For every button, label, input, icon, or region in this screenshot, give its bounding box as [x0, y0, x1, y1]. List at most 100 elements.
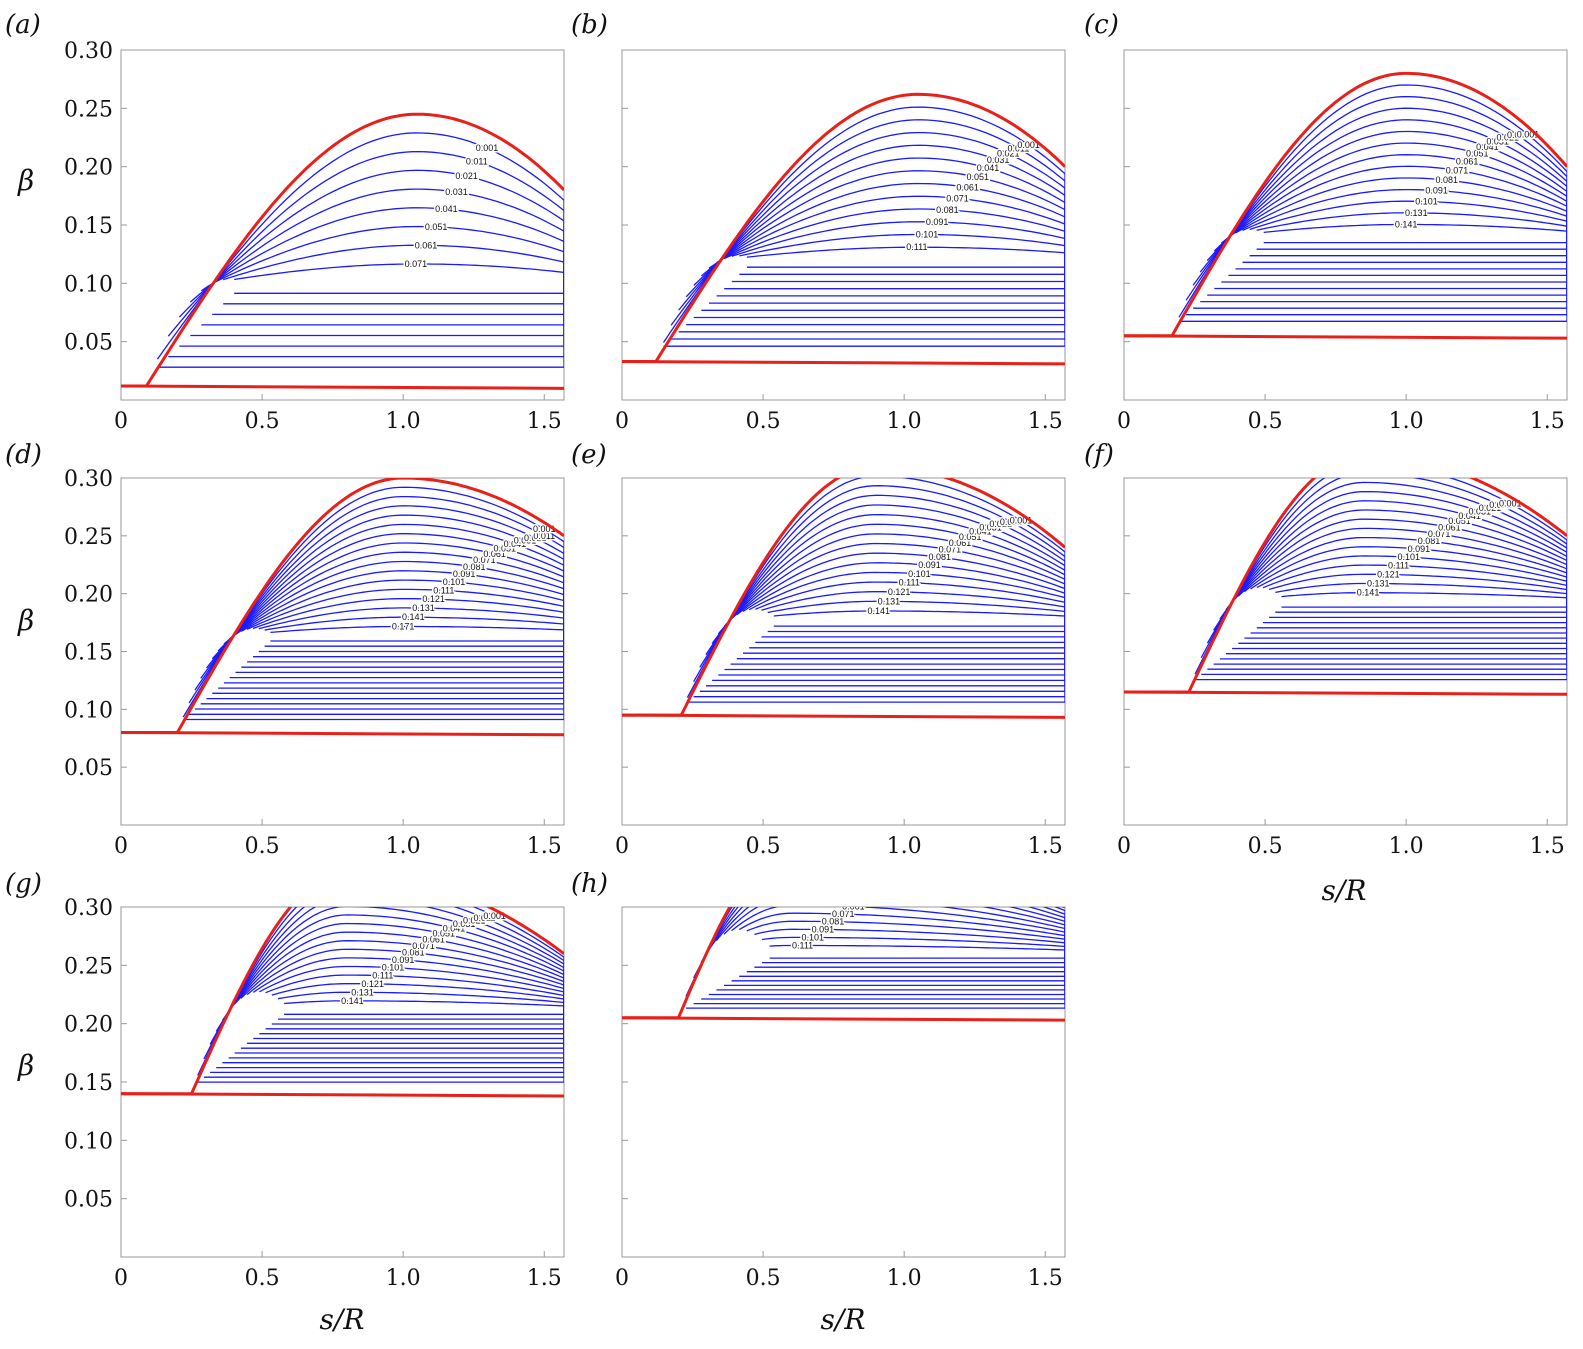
contour-line — [228, 922, 564, 1059]
zero-contour-lower — [1124, 690, 1567, 696]
x-tick-label: 1.5 — [1028, 409, 1063, 434]
zero-contour-upper — [622, 907, 1065, 1020]
contour-line — [1213, 142, 1567, 290]
panel-d: (d) 0 0.5 1.0 1.5 0.30 0.25 0.20 0.15 0.10 0.05 0.1… — [5, 440, 565, 859]
x-tick-label: 1.5 — [1530, 409, 1565, 434]
contour-line — [277, 991, 564, 1020]
contour-level-label: 0.071 — [946, 193, 969, 203]
contour-line — [1249, 200, 1567, 257]
contour-line — [724, 533, 1065, 671]
contour-line — [1243, 536, 1567, 639]
contour-level-label: 0.081 — [936, 205, 959, 215]
y-tick-label: 0.20 — [64, 156, 113, 181]
contour-line — [1206, 481, 1567, 670]
contour-line — [234, 263, 564, 294]
contour-level-label: 0.101 — [908, 569, 931, 579]
contour-line — [1256, 212, 1567, 250]
contour-level-label: 0.031 — [445, 187, 468, 197]
contour-line — [246, 588, 564, 663]
contour-line — [178, 169, 564, 347]
contour-line — [1275, 582, 1567, 613]
contour-level-label: 0.081 — [463, 562, 486, 572]
panel-label: (h) — [571, 869, 608, 899]
contour-line — [200, 514, 564, 705]
contour-line — [736, 552, 1065, 660]
contour-level-label: 0.131 — [412, 603, 435, 613]
contour-line — [1200, 478, 1567, 676]
zero-contour-lower — [121, 730, 564, 737]
contour-line — [189, 188, 564, 337]
contour-level-label: 0.111 — [792, 940, 813, 950]
y-tick-label: 0.25 — [64, 954, 113, 979]
x-axis-label: s/R — [1322, 874, 1367, 907]
contour-level-label: 0.071 — [939, 545, 962, 555]
contour-level-label: 0.041 — [443, 924, 466, 934]
contour-level-label: 0.061 — [422, 934, 445, 944]
contour-level-label: 0.101 — [1397, 552, 1420, 562]
x-tick-label: 0 — [114, 834, 128, 859]
contour-level-label: 0.101 — [443, 577, 466, 587]
contour-level-label: 0.091 — [926, 217, 949, 227]
y-tick-label: 0.25 — [64, 97, 113, 122]
contour-level-label: 0.111 — [433, 585, 454, 595]
contour-line — [731, 221, 1065, 283]
contour-line — [252, 957, 564, 1040]
contour-line — [1262, 564, 1567, 624]
panel-label: (g) — [5, 869, 42, 899]
plot-frame — [621, 49, 1066, 401]
zero-contour-upper — [121, 907, 564, 1096]
zero-contour-upper — [1124, 71, 1567, 338]
contour-level-label: 0.081 — [928, 552, 951, 562]
y-tick-label: 0.20 — [64, 583, 113, 608]
contour-line — [723, 907, 1065, 987]
panel-h: (h)0 0.5 1.0 1.50.1110.1010.0910.0810.0710.… — [571, 869, 1066, 1291]
contour-line — [700, 170, 1065, 311]
contour-line — [205, 523, 564, 700]
contour-level-label: 0.061 — [956, 182, 979, 192]
y-tick-label: 0.15 — [64, 214, 113, 239]
contour-level-label: 0.111 — [906, 242, 927, 252]
contour-line — [1219, 500, 1567, 660]
contour-line — [167, 150, 564, 358]
contour-line — [711, 513, 1065, 682]
contour-level-label: 0.011 — [466, 156, 488, 166]
contour-line — [240, 579, 564, 668]
contour-line — [1250, 546, 1567, 634]
x-tick-label: 0.5 — [245, 1266, 280, 1291]
y-tick-label: 0.30 — [64, 467, 113, 492]
x-tick-label: 1.5 — [1028, 1266, 1063, 1291]
contour-layer: 0.1410.1310.1010.0910.0810.0710.0610.051… — [1124, 71, 1567, 340]
contour-level-label: 0.021 — [455, 171, 478, 181]
contour-line — [1178, 84, 1567, 322]
contour-line — [252, 597, 564, 658]
contour-line — [761, 936, 1065, 964]
x-tick-label: 1.0 — [1389, 409, 1424, 434]
zero-contour-upper — [1124, 478, 1567, 694]
contour-level-label: 0.101 — [1415, 197, 1438, 207]
panel-label: (e) — [571, 440, 607, 470]
contour-line — [685, 144, 1065, 326]
contour-line — [699, 494, 1065, 692]
contour-line — [1206, 130, 1567, 296]
contour-level-label: 0.141 — [1357, 588, 1380, 598]
contour-line — [693, 485, 1065, 698]
contour-level-label: 0.091 — [1425, 186, 1448, 196]
x-tick-label: 1.0 — [386, 1266, 421, 1291]
contour-level-label: 0.081 — [1418, 536, 1441, 546]
contour-line — [686, 478, 1065, 703]
x-tick-label: 0 — [1117, 834, 1131, 859]
contour-layer: 0.071 0.061 0.051 0.041 0.031 0.021 0.011 0.001 — [121, 112, 564, 390]
contour-level-label: 0.081 — [402, 948, 425, 958]
contour-level-label: 0.171 — [392, 621, 415, 631]
contour-line — [1237, 527, 1567, 644]
panel-c: (c)0 0.5 1.0 1.50.1410.1310.1010.0910.0810.… — [1084, 10, 1568, 434]
contour-level-label: 0.131 — [878, 596, 901, 606]
contour-line — [258, 607, 564, 653]
contour-level-label: 0.031 — [873, 881, 896, 891]
zero-contour-lower — [622, 713, 1065, 719]
y-tick-label: 0.05 — [64, 331, 113, 356]
contour-level-label: 0.021 — [997, 148, 1020, 158]
contour-level-label: 0.071 — [412, 941, 435, 951]
contour-line — [705, 504, 1065, 687]
